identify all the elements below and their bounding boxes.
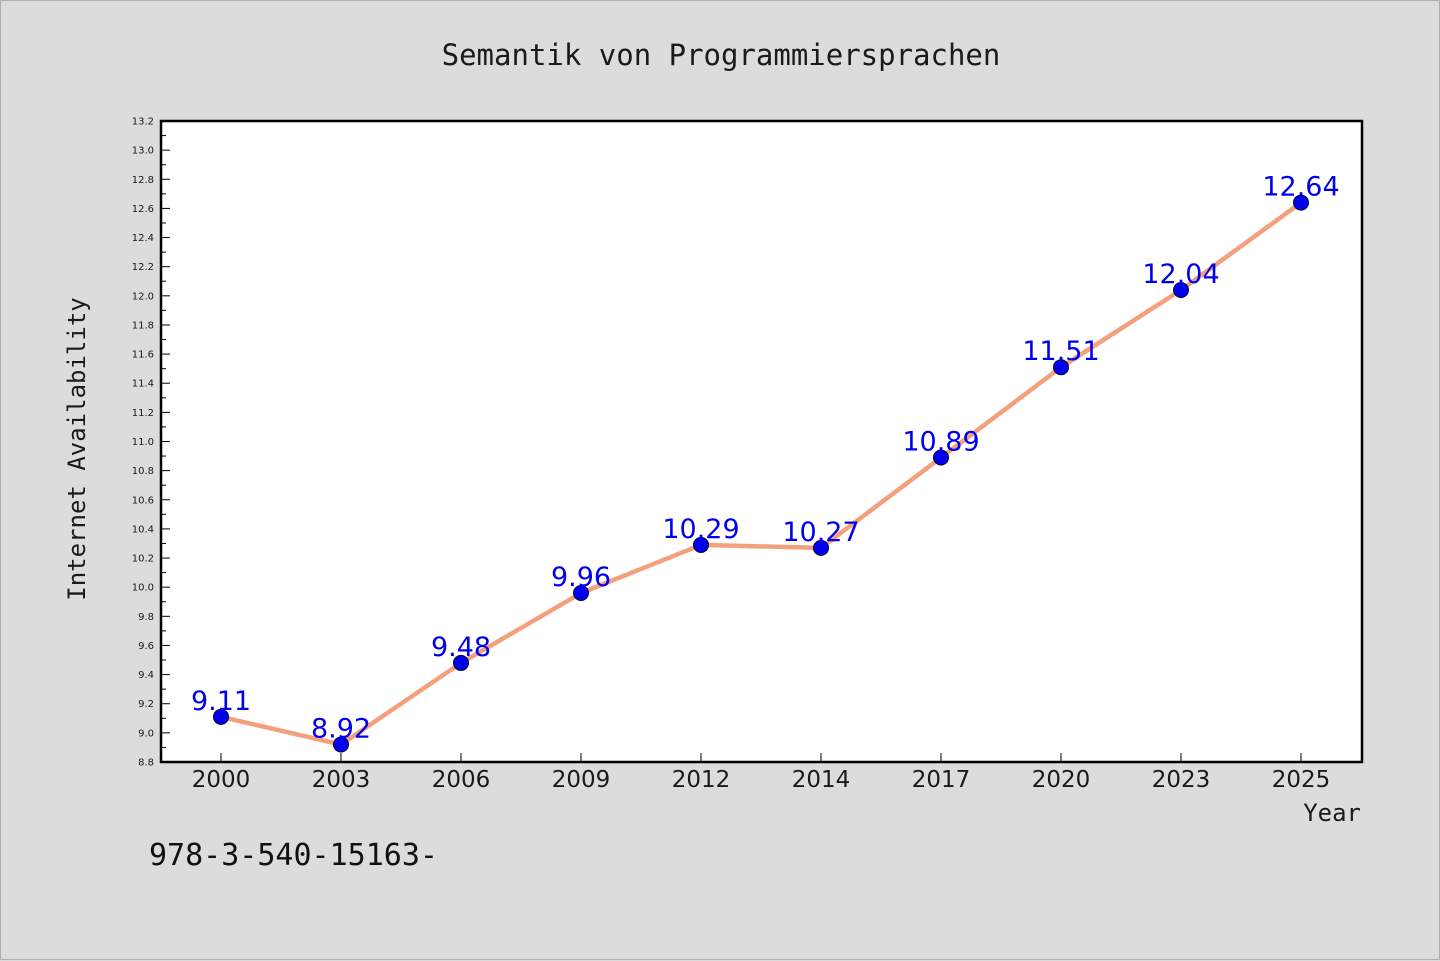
data-label: 9.48 [431, 632, 491, 663]
y-tick-label: 11.4 [132, 379, 154, 390]
y-tick-label: 12.6 [132, 204, 154, 215]
data-point [1293, 194, 1309, 211]
y-tick-label: 9.2 [138, 699, 154, 710]
data-point [933, 449, 949, 466]
x-axis: 2000 2003 2006 2009 2012 2014 2017 2020 2023 2025 [192, 753, 1331, 793]
data-labels: 9.11 8.92 9.48 9.96 10.29 10.27 10.89 11.51 12.0… [191, 172, 1340, 745]
y-tick-label: 10.4 [132, 524, 154, 535]
data-point [813, 539, 829, 556]
data-point [213, 708, 229, 725]
data-label: 12.04 [1142, 259, 1219, 290]
y-tick-label: 11.0 [132, 437, 154, 448]
y-tick-label: 11.8 [132, 320, 154, 331]
x-tick-label: 2006 [432, 767, 491, 793]
x-tick-label: 2023 [1152, 767, 1211, 793]
data-points [213, 194, 1309, 753]
data-point [453, 654, 469, 671]
y-axis: 8.8 9.0 9.2 9.4 9.6 9.8 10.0 10.2 10.4 10.6 10.8 11… [132, 117, 170, 769]
data-label: 10.27 [782, 517, 859, 548]
data-label: 9.11 [191, 686, 251, 717]
x-tick-label: 2025 [1272, 767, 1331, 793]
y-tick-label: 11.6 [132, 350, 154, 361]
y-tick-label: 12.8 [132, 175, 154, 186]
y-tick-label: 9.4 [138, 670, 154, 681]
series-line [218, 200, 1304, 747]
data-point [1173, 281, 1189, 298]
x-tick-label: 2003 [312, 767, 371, 793]
data-label: 11.51 [1022, 336, 1099, 367]
x-tick-label: 2012 [672, 767, 731, 793]
data-label: 8.92 [311, 714, 371, 745]
x-tick-label: 2020 [1032, 767, 1091, 793]
y-tick-label: 13.0 [132, 146, 154, 157]
data-label: 10.29 [662, 514, 739, 545]
footer-isbn-text: 978-3-540-15163- [149, 838, 438, 873]
plot-area [159, 119, 1364, 764]
x-tick-label: 2009 [552, 767, 611, 793]
data-point [1053, 359, 1069, 376]
x-tick-label: 2000 [192, 767, 251, 793]
y-tick-label: 10.6 [132, 495, 154, 506]
y-tick-label: 13.2 [132, 117, 154, 128]
data-point [333, 736, 349, 753]
data-point [693, 536, 709, 553]
data-label: 9.96 [551, 562, 611, 593]
series-line-group [218, 200, 1304, 747]
data-point [573, 585, 589, 602]
y-tick-label: 11.2 [132, 408, 154, 419]
chart-title: Semantik von Programmiersprachen [442, 38, 1001, 72]
y-tick-label: 12.4 [132, 233, 154, 244]
y-tick-label: 12.2 [132, 262, 154, 273]
data-label: 12.64 [1262, 172, 1339, 203]
data-label: 10.89 [902, 427, 979, 458]
y-tick-label: 10.8 [132, 466, 154, 477]
x-axis-label: Year [1303, 799, 1361, 827]
y-tick-label: 9.6 [138, 641, 154, 652]
y-tick-label: 9.0 [138, 728, 154, 739]
y-tick-label: 10.0 [132, 583, 154, 594]
y-tick-label: 12.0 [132, 291, 154, 302]
x-tick-label: 2014 [792, 767, 851, 793]
x-tick-label: 2017 [912, 767, 971, 793]
y-tick-label: 10.2 [132, 554, 154, 565]
y-axis-label: Internet Availability [63, 297, 91, 600]
y-tick-label: 9.8 [138, 612, 154, 623]
y-tick-label: 8.8 [138, 758, 154, 769]
